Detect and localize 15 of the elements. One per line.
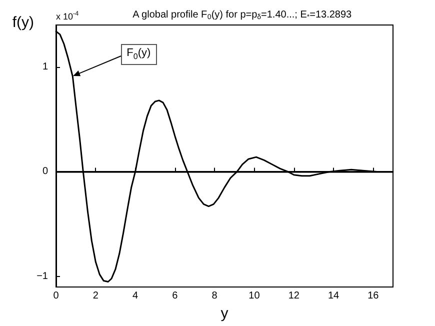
x-axis-title: y — [220, 305, 229, 322]
y-tick-label: −1 — [36, 271, 48, 282]
x-tick-label: 12 — [288, 290, 300, 302]
annotation: F$_{0}$(y) — [120, 44, 157, 65]
x-tick-label: 4 — [132, 290, 139, 302]
x-tick-label: 10 — [248, 290, 260, 302]
y-tick-label: 1 — [42, 61, 48, 72]
x-tick-label: 16 — [368, 290, 380, 302]
y-axis-title: f(y) — [12, 14, 34, 31]
x-tick-label: 0 — [53, 290, 60, 302]
x-tick-label: 14 — [328, 290, 340, 302]
x-tick-label: 8 — [212, 290, 218, 302]
y-tick-label: 0 — [42, 166, 48, 178]
x-tick-label: 2 — [92, 290, 99, 302]
x-tick-label: 6 — [172, 290, 178, 302]
